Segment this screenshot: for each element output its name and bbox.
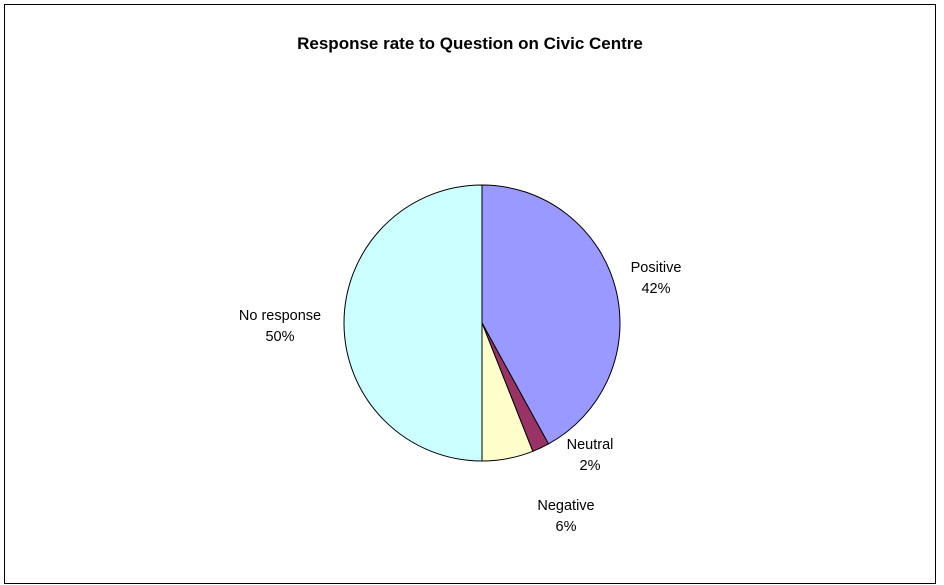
slice-percent: 50% (265, 329, 295, 345)
slice-percent: 6% (555, 519, 577, 535)
chart-area: Response rate to Question on Civic Centr… (4, 4, 936, 584)
slice-label-positive: Positive 42% (611, 258, 701, 300)
slice-label-no-response: No response 50% (225, 306, 335, 348)
pie-slice-positive (481, 184, 621, 445)
slice-percent: 2% (579, 458, 601, 474)
slice-name: Positive (630, 260, 682, 276)
slice-name: Negative (537, 498, 595, 514)
slice-label-negative: Negative 6% (521, 496, 611, 538)
pie-slices (343, 184, 621, 462)
slice-label-neutral: Neutral 2% (550, 435, 630, 477)
chart-title: Response rate to Question on Civic Centr… (297, 34, 643, 53)
pie-chart (343, 184, 621, 462)
pie-slice-no-response (343, 184, 483, 462)
slice-name: Neutral (566, 437, 614, 453)
slice-percent: 42% (641, 281, 671, 297)
slice-name: No response (238, 308, 322, 324)
